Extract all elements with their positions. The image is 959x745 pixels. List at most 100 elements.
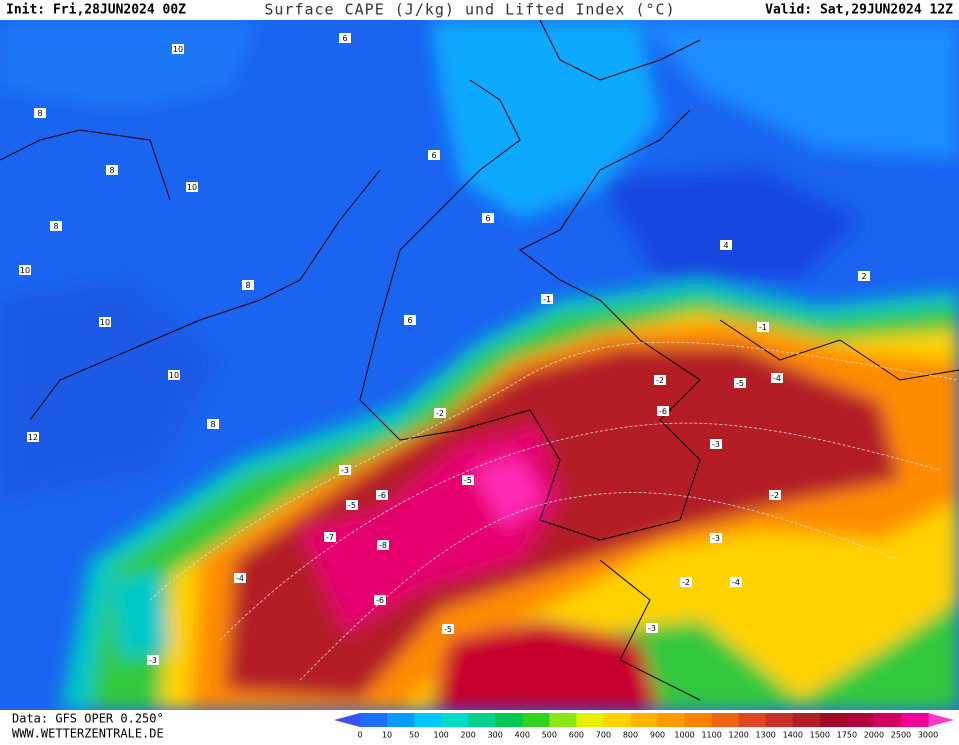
colorbar-arrow-over	[928, 713, 954, 727]
colorbar-label: 1000	[674, 731, 694, 740]
colorbar-label: 3000	[918, 731, 938, 740]
contour-label-box	[168, 370, 180, 380]
colorbar-label: 500	[542, 731, 557, 740]
contour-label-box	[462, 475, 474, 485]
contour-label-box	[657, 406, 669, 416]
contour-label: -1	[759, 323, 767, 332]
contour-label-box	[442, 624, 454, 634]
contour-label: -6	[378, 491, 386, 500]
contour-label: -5	[736, 379, 744, 388]
colorbar-swatch	[495, 713, 523, 727]
colorbar-swatch	[549, 713, 577, 727]
contour-label-box	[428, 150, 440, 160]
contour-label: 2	[861, 272, 866, 281]
contour-label-box	[99, 317, 111, 327]
contour-label-box	[186, 182, 198, 192]
cape-field: 10 8 10 8 8 6 6 6 10 8 10 10 12 8 6 4 2 -1 -2 -3 -5 -6 -7 -8 -5 -…	[0, 20, 959, 710]
contour-label-box	[771, 373, 783, 383]
contour-label: -2	[682, 578, 690, 587]
colorbar-label: 1400	[783, 731, 803, 740]
colorbar-swatch	[684, 713, 713, 727]
contour-label: -6	[659, 407, 667, 416]
contour-label: -4	[236, 574, 244, 583]
contour-label-box	[482, 213, 494, 223]
contour-label-box	[541, 294, 553, 304]
colorbar-label: 1300	[756, 731, 776, 740]
contour-label: 10	[169, 371, 179, 380]
contour-label-box	[654, 375, 666, 385]
colorbar-swatch	[792, 713, 821, 727]
contour-label: -2	[771, 491, 779, 500]
colorbar-swatch	[765, 713, 794, 727]
contour-label-box	[769, 490, 781, 500]
colorbar-label: 1100	[701, 731, 721, 740]
contour-label-box	[710, 439, 722, 449]
contour-label: -7	[326, 533, 334, 542]
contour-label-box	[730, 577, 742, 587]
contour-label: -2	[436, 409, 444, 418]
colorbar-label: 2500	[891, 731, 911, 740]
contour-label-box	[147, 655, 159, 665]
contour-label: -2	[656, 376, 664, 385]
colorbar-swatch	[846, 713, 875, 727]
contour-label-box	[19, 265, 31, 275]
colorbar-label: 0	[357, 731, 362, 740]
colorbar-label: 300	[488, 731, 503, 740]
contour-label: -5	[348, 501, 356, 510]
contour-label: 10	[20, 266, 30, 275]
colorbar-swatch	[873, 713, 902, 727]
colorbar-swatch	[819, 713, 848, 727]
contour-label: -1	[543, 295, 551, 304]
borders	[0, 20, 959, 701]
contour-label: 10	[187, 183, 197, 192]
colorbar-label: 1750	[837, 731, 857, 740]
colorbar-label: 100	[434, 731, 449, 740]
contour-label-box	[50, 221, 62, 231]
contour-label-box	[734, 378, 746, 388]
colorbar-swatch	[360, 713, 388, 727]
contour-label: -3	[648, 624, 656, 633]
init-time: Init: Fri,28JUN2024 00Z	[6, 3, 186, 18]
contour-label-box	[376, 490, 388, 500]
contour-label-box	[646, 623, 658, 633]
contour-label-box	[324, 532, 336, 542]
contour-label-box	[346, 500, 358, 510]
contour-label-box	[404, 315, 416, 325]
valid-time: Valid: Sat,29JUN2024 12Z	[765, 3, 953, 18]
contour-label-box	[377, 540, 389, 550]
map-title: Surface CAPE (J/kg) und Lifted Index (°C…	[264, 1, 675, 19]
contour-label: -8	[379, 541, 387, 550]
contour-label: -6	[376, 596, 384, 605]
colorbar-swatch	[738, 713, 767, 727]
contour-label: -3	[712, 440, 720, 449]
data-source: Data: GFS OPER 0.250°	[12, 712, 164, 726]
contour-label: 6	[407, 316, 412, 325]
contour-label: -4	[732, 578, 740, 587]
contour-label-box	[858, 271, 870, 281]
contour-label: 8	[37, 109, 42, 118]
contour-label: -3	[712, 534, 720, 543]
colorbar-swatch	[468, 713, 496, 727]
colorbar-swatch	[414, 713, 442, 727]
contour-label-box	[339, 465, 351, 475]
colorbar-swatch	[522, 713, 550, 727]
contour-label-box	[710, 533, 722, 543]
colorbar-label: 200	[461, 731, 476, 740]
contour-label-box	[720, 240, 732, 250]
contour-label: 8	[245, 281, 250, 290]
contour-label: -5	[464, 476, 472, 485]
colorbar-label: 2000	[864, 731, 884, 740]
contour-label: 8	[109, 166, 114, 175]
contour-label-box	[757, 322, 769, 332]
colorbar: 0 10 50 100 200 300 400 500 600 700 800 900 1000 1100…	[334, 713, 954, 740]
colorbar-label: 800	[623, 731, 638, 740]
colorbar-swatch	[576, 713, 604, 727]
contour-label: 12	[28, 433, 38, 442]
colorbar-swatch	[441, 713, 469, 727]
contour-label-box	[207, 419, 219, 429]
contour-label-box	[242, 280, 254, 290]
contour-label-box	[106, 165, 118, 175]
contour-label: 10	[100, 318, 110, 327]
colorbar-label: 900	[650, 731, 665, 740]
